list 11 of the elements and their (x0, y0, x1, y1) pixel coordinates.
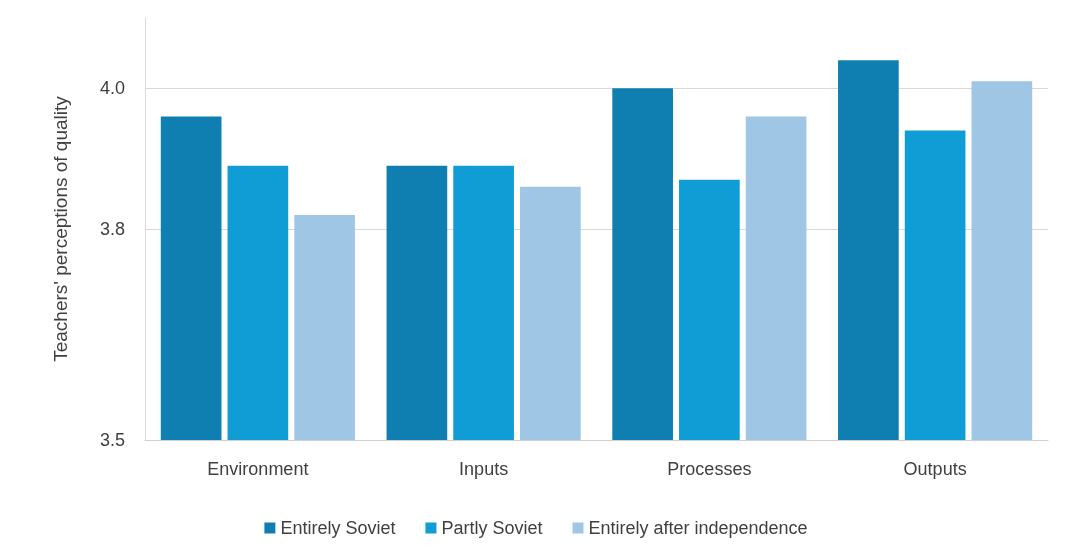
x-tick-label: Outputs (903, 459, 967, 479)
y-tick-label: 3.5 (99, 430, 125, 450)
y-tick-label: 3.8 (99, 219, 125, 239)
x-tick-label: Environment (207, 459, 309, 479)
legend-label: Entirely after independence (588, 518, 808, 538)
legend-label: Partly Soviet (441, 518, 543, 538)
y-axis-title: Teachers' perceptions of quality (50, 95, 71, 362)
y-tick-label: 4.0 (99, 78, 125, 99)
x-tick-label: Inputs (459, 459, 509, 479)
x-tick-label: Processes (667, 459, 752, 479)
legend-label: Entirely Soviet (280, 518, 396, 538)
